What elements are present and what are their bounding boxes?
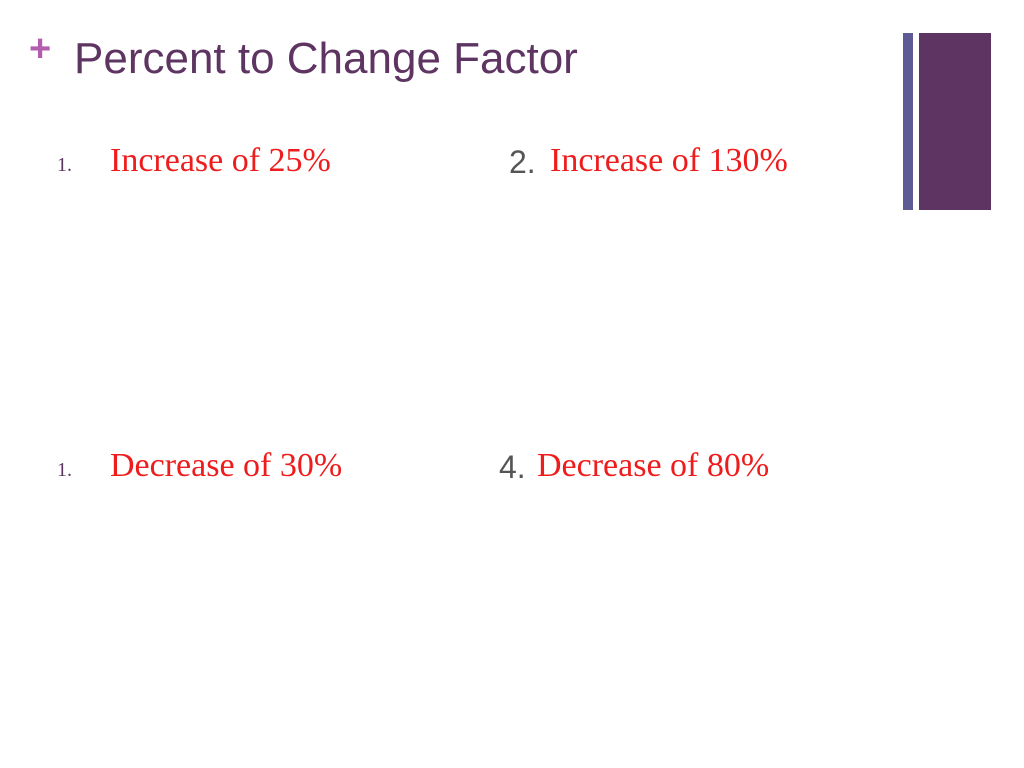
problem-4-text: Decrease of 80% xyxy=(537,447,770,484)
problem-4-number: 4. xyxy=(499,449,526,485)
problem-1-text: Increase of 25% xyxy=(110,142,331,179)
problem-3-text: Decrease of 30% xyxy=(110,447,343,484)
problem-2-text: Increase of 130% xyxy=(550,142,788,179)
problem-3-number: 1. xyxy=(57,459,72,481)
slide-title: Percent to Change Factor xyxy=(74,34,578,83)
problem-2-number: 2. xyxy=(509,144,536,180)
problem-1-number: 1. xyxy=(57,154,72,176)
accent-bar-thick xyxy=(919,33,991,210)
title-plus-marker: + xyxy=(29,28,52,70)
accent-bar-thin xyxy=(903,33,913,210)
